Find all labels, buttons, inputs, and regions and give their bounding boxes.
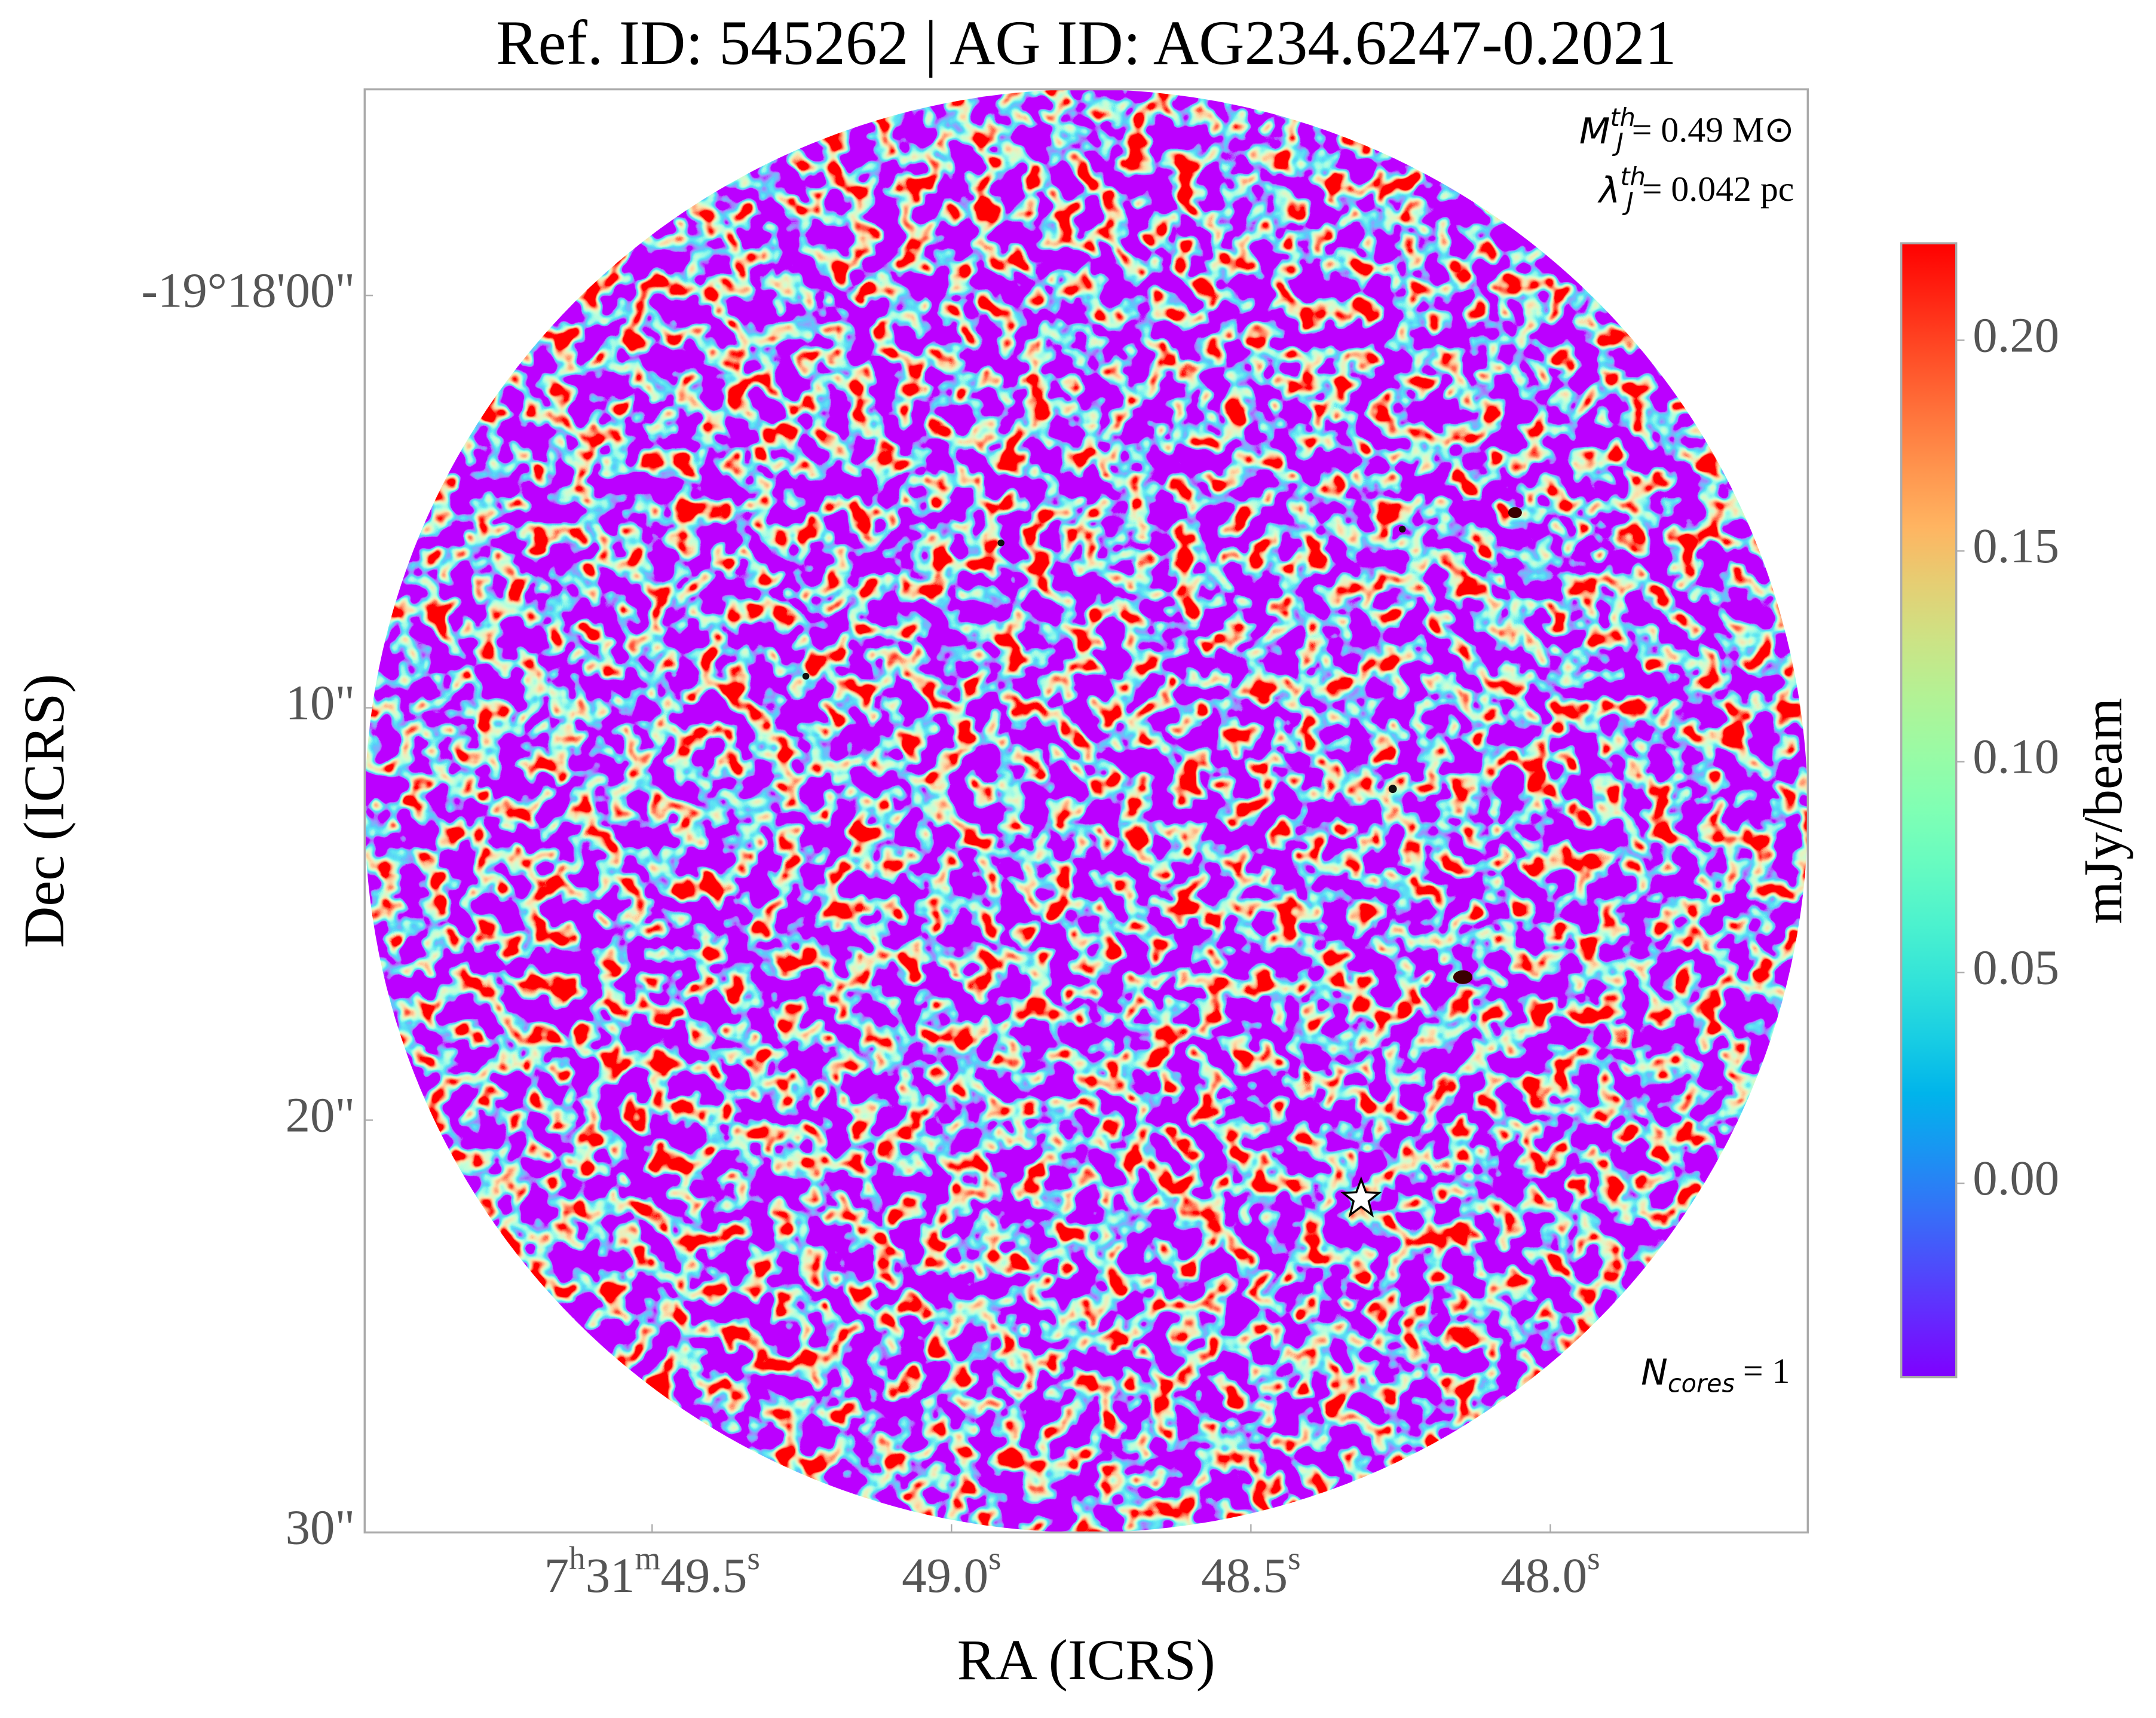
superscript: th [1610, 103, 1635, 132]
colorbar-tick-label: 0.05 [1973, 939, 2059, 994]
x-tick-label: 48.5s [1201, 1539, 1300, 1603]
intensity-map [365, 89, 1808, 1533]
chart-title: Ref. ID: 545262 | AG ID: AG234.6247-0.20… [496, 8, 1676, 78]
x-tick-label: 48.0s [1500, 1539, 1600, 1603]
y-tick-label: 20" [286, 1088, 356, 1143]
annotation-text: = 0.49 M⊙ [1632, 110, 1794, 149]
map-pixels [365, 89, 1808, 1533]
jeans-length-annotation: λth J = 0.042 pc [1597, 163, 1794, 216]
x-tick-label: 49.0s [902, 1539, 1001, 1603]
dot [1399, 525, 1406, 533]
colorbar-tick-label: 0.00 [1973, 1150, 2059, 1205]
colorbar-tick-label: 0.10 [1973, 729, 2059, 784]
dot [997, 539, 1004, 547]
annotation-text: = 1 [1743, 1351, 1790, 1391]
colorbar-tick-label: 0.15 [1973, 518, 2059, 573]
axes-frame [363, 88, 1809, 1534]
symbol: M [1579, 111, 1610, 152]
cores-annotation: Ncores = 1 [1641, 1351, 1790, 1398]
y-tick-label: -19°18'00" [141, 263, 355, 318]
source-dots [802, 507, 1522, 984]
dot [1453, 970, 1473, 984]
dot [1508, 507, 1522, 519]
annotation-text: = 0.042 pc [1642, 169, 1794, 209]
symbol: λ [1597, 170, 1620, 212]
superscript: th [1620, 163, 1645, 191]
x-tick-label: 7h31m49.5s [544, 1539, 760, 1603]
dot [1388, 785, 1397, 794]
colorbar [1900, 242, 1958, 1379]
core-marker [1340, 1176, 1382, 1218]
y-tick-label: 30" [286, 1500, 356, 1555]
dot [802, 672, 810, 680]
y-axis-label: Dec (ICRS) [12, 674, 76, 948]
y-tick-label: 10" [286, 675, 356, 730]
colorbar-tick-label: 0.20 [1973, 307, 2059, 362]
x-axis-label: RA (ICRS) [957, 1628, 1215, 1692]
symbol: N [1641, 1352, 1668, 1394]
subscript: cores [1668, 1369, 1735, 1398]
colorbar-label: mJy/beam [2072, 698, 2133, 924]
